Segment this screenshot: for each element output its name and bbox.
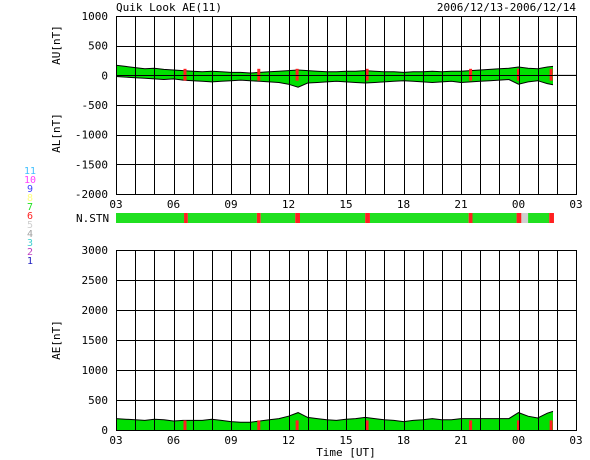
x-tick-label: 06 <box>167 198 180 211</box>
x-tick-label: 15 <box>339 434 352 447</box>
au-al-panel: 1000 500 0 -500 -1000 -1500 -2000 03 06 09 12 15 18… <box>50 10 583 211</box>
missing-data-mark <box>365 420 369 430</box>
legend-level-label: 4 <box>27 229 33 240</box>
x-tick-label: 15 <box>339 198 352 211</box>
x-axis-label: Time [UT] <box>316 446 376 459</box>
missing-data-mark <box>183 420 187 430</box>
station-segment <box>184 213 188 223</box>
y-tick-label: -500 <box>82 99 109 112</box>
y-tick-label: -2000 <box>75 188 108 201</box>
x-tick-label: 03 <box>109 198 122 211</box>
au-al-x-ticks: 03 06 09 12 15 18 21 00 03 <box>109 198 582 211</box>
legend-level-label: 9 <box>27 184 33 195</box>
legend-level-label: 1 <box>27 256 33 267</box>
station-bar: N.STN <box>76 212 554 225</box>
y-tick-label: 1000 <box>82 10 109 23</box>
ae-x-ticks: 03 06 09 12 15 18 21 00 03 <box>109 434 582 447</box>
au-al-data <box>115 64 576 88</box>
y-tick-label: 1500 <box>82 334 109 347</box>
station-segment <box>295 213 300 223</box>
x-tick-label: 12 <box>282 198 295 211</box>
station-label: N.STN <box>76 212 109 225</box>
y-tick-label: 3000 <box>82 244 109 257</box>
missing-data-mark <box>517 68 520 81</box>
legend-level-label: 10 <box>24 175 36 186</box>
au-al-frame <box>116 16 577 195</box>
legend-level-label: 2 <box>27 247 33 258</box>
missing-data-mark <box>257 68 261 81</box>
station-segment <box>256 213 261 223</box>
station-segments <box>116 213 554 223</box>
missing-data-mark <box>183 68 187 81</box>
legend-level-label: 5 <box>27 220 33 231</box>
y-tick-label: -1000 <box>75 129 108 142</box>
x-tick-label: 09 <box>224 434 237 447</box>
x-tick-label: 03 <box>109 434 122 447</box>
x-tick-label: 12 <box>282 434 295 447</box>
al-axis-label: AL[nT] <box>50 113 63 153</box>
y-tick-label: -1500 <box>75 158 108 171</box>
missing-data-mark <box>295 420 299 430</box>
station-segment <box>369 213 469 223</box>
missing-data-mark <box>365 68 369 81</box>
station-segment <box>116 213 185 223</box>
station-segment <box>472 213 517 223</box>
y-tick-label: 500 <box>88 394 108 407</box>
ae-grid <box>116 250 576 431</box>
y-tick-label: 2000 <box>82 304 109 317</box>
legend-level-label: 7 <box>27 202 33 213</box>
missing-data-mark <box>257 420 261 430</box>
station-segment <box>516 213 522 223</box>
station-segment <box>549 213 554 223</box>
series-line <box>115 76 554 88</box>
x-tick-label: 03 <box>569 434 582 447</box>
missing-data-mark <box>549 420 553 430</box>
station-segment <box>187 213 257 223</box>
x-tick-label: 18 <box>397 434 410 447</box>
missing-data-mark <box>469 420 473 430</box>
y-tick-label: 2500 <box>82 274 109 287</box>
y-tick-label: 1000 <box>82 364 109 377</box>
x-tick-label: 03 <box>569 198 582 211</box>
au-al-grid <box>116 16 576 195</box>
legend-level-label: 6 <box>27 211 33 222</box>
x-tick-label: 18 <box>397 198 410 211</box>
ae-axis-label: AE[nT] <box>50 320 63 360</box>
date-range: 2006/12/13-2006/12/14 <box>437 1 576 14</box>
x-tick-label: 21 <box>454 198 467 211</box>
ae-data <box>115 410 554 430</box>
legend-level-label: 11 <box>24 166 36 177</box>
x-tick-label: 00 <box>512 434 525 447</box>
y-tick-label: 500 <box>88 40 108 53</box>
x-tick-label: 09 <box>224 198 237 211</box>
ae-y-ticks: 3000 2500 2000 1500 1000 500 0 <box>82 244 109 437</box>
series-line <box>115 410 554 423</box>
x-tick-label: 06 <box>167 434 180 447</box>
chart-title: Quik Look AE(11) <box>116 1 222 14</box>
ae-frame <box>116 250 577 431</box>
au-al-y-ticks: 1000 500 0 -500 -1000 -1500 -2000 <box>75 10 108 201</box>
legend-level-label: 8 <box>27 193 33 204</box>
series-area <box>116 65 553 76</box>
x-tick-label: 21 <box>454 434 467 447</box>
missing-data-mark <box>469 68 473 81</box>
missing-data-mark <box>517 420 520 430</box>
station-segment <box>300 213 366 223</box>
station-segment <box>468 213 473 223</box>
series-line <box>115 64 554 74</box>
station-segment <box>365 213 370 223</box>
station-segment <box>528 213 550 223</box>
y-tick-label: 0 <box>101 424 108 437</box>
station-segment <box>260 213 296 223</box>
station-segment <box>521 213 529 223</box>
legend-level-label: 3 <box>27 238 33 249</box>
au-axis-label: AU[nT] <box>50 25 63 65</box>
y-tick-label: 0 <box>101 69 108 82</box>
missing-data-mark <box>295 68 299 81</box>
x-tick-label: 00 <box>512 198 525 211</box>
missing-data-mark <box>549 68 553 81</box>
